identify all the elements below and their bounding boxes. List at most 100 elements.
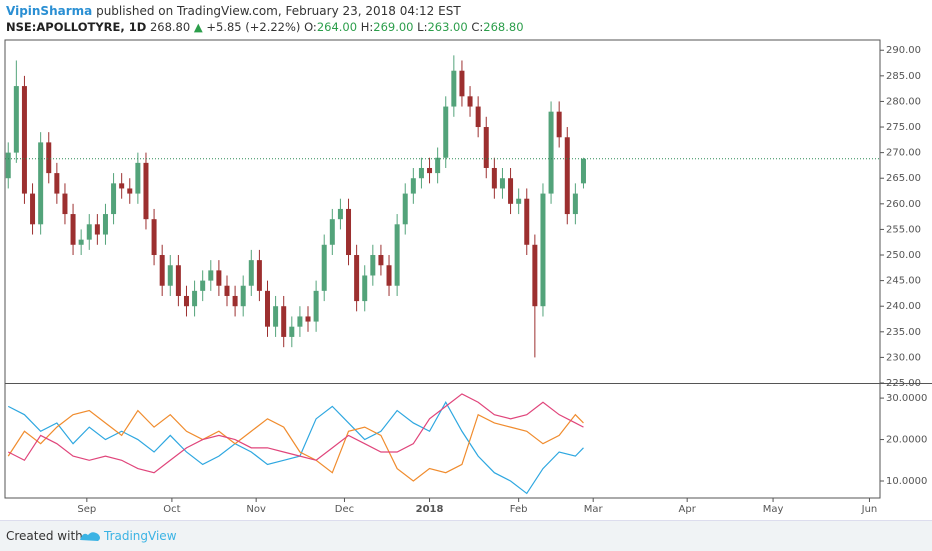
candle-body (30, 193, 36, 225)
candle-body (175, 265, 181, 296)
x-tick-label: Dec (335, 504, 354, 515)
price: 268.80 (149, 20, 191, 34)
y-tick-label: 265.00 (886, 173, 921, 184)
candle-body (62, 193, 68, 215)
x-tick-label: Mar (584, 504, 604, 515)
y-tick-label: 20.0000 (886, 435, 927, 446)
chart-frame (4, 39, 881, 499)
candle-body (548, 111, 554, 194)
candle-body (127, 188, 133, 194)
candle-body (564, 137, 570, 215)
y-tick-label: 260.00 (886, 199, 921, 210)
candle-body (313, 290, 319, 322)
logo (80, 532, 100, 541)
x-tick-label: May (763, 504, 784, 515)
y-tick-label: 225.00 (886, 378, 921, 389)
candle-body (86, 224, 92, 240)
candle-body (216, 270, 222, 286)
candle-body (483, 127, 489, 168)
candle-body (240, 285, 246, 307)
candle-body (208, 270, 214, 281)
y-tick-label: 250.00 (886, 250, 921, 261)
candle-body (265, 290, 270, 327)
candle-body (119, 183, 125, 189)
candle-body (192, 290, 198, 307)
candle-body (46, 142, 52, 174)
candle-body (459, 70, 465, 97)
candle-body (248, 260, 254, 286)
y-tick-label: 275.00 (886, 122, 921, 133)
o-label: O: (304, 20, 317, 34)
chart: 225.00 230.00 235.00 240.00 245.00 250.00 255.… (4, 39, 932, 515)
candle-body (499, 178, 505, 189)
brand[interactable]: TradingView (104, 529, 177, 543)
candle-body (556, 111, 562, 138)
author[interactable]: VipinSharma (6, 4, 93, 18)
candle-body (54, 173, 60, 194)
created-with: Created with (6, 529, 83, 543)
candle-body (475, 106, 481, 128)
x-tick-label: 2018 (416, 504, 444, 515)
y-tick-label: 30.0000 (886, 393, 927, 404)
y-tick-label: 240.00 (886, 301, 921, 312)
candle-body (232, 295, 238, 307)
change: +5.85 (+2.22%) (206, 20, 301, 34)
symbol-line: NSE:APOLLOTYRE, 1D 268.80 ▲ +5.85 (+2.22… (6, 20, 524, 34)
candle-body (346, 208, 352, 256)
x-tick-label: Nov (246, 504, 266, 515)
footer: Created with TradingView (0, 520, 932, 551)
candle-body (143, 162, 149, 220)
l-value: 263.00 (427, 20, 468, 34)
h-value: 269.00 (373, 20, 414, 34)
candle-body (580, 158, 586, 184)
candle-body (321, 244, 327, 291)
candle-body (394, 224, 400, 286)
y-tick-label: 245.00 (886, 276, 921, 287)
candle-body (362, 275, 368, 302)
candle-body (329, 219, 335, 245)
c-label: C: (471, 20, 484, 34)
candle-body (435, 157, 441, 174)
candle-body (540, 193, 546, 307)
candle-body (378, 255, 384, 266)
x-tick-label: Apr (679, 504, 697, 515)
published: published on TradingView.com, February 2… (96, 4, 461, 18)
candle-body (337, 208, 343, 220)
candle-body (491, 167, 497, 189)
candle-body (273, 306, 279, 327)
candle-body (451, 70, 457, 107)
candle-body (370, 255, 376, 276)
candle-body (102, 214, 108, 235)
candle-body (13, 86, 19, 153)
candle-body (111, 183, 117, 215)
x-tick-label: Jun (861, 504, 878, 515)
y-tick-label: 290.00 (886, 45, 921, 56)
x-tick-label: Sep (77, 504, 96, 515)
candle-body (94, 224, 100, 235)
candle-body (281, 306, 287, 337)
y-tick-label: 285.00 (886, 71, 921, 82)
x-tick-label: Feb (510, 504, 528, 515)
arrow: ▲ (193, 20, 203, 34)
candle-body (354, 255, 360, 302)
candle-body (418, 167, 424, 179)
candle-body (159, 255, 165, 286)
candle-body (5, 152, 11, 179)
y-tick-label: 235.00 (886, 327, 921, 338)
y-tick-label: 230.00 (886, 352, 921, 363)
candle-body (386, 265, 392, 286)
symbol: NSE:APOLLOTYRE, 1D (6, 20, 147, 34)
candle-body (224, 285, 230, 296)
candle-body (21, 86, 27, 194)
candle-body (443, 106, 449, 158)
publish-line: VipinSharma published on TradingView.com… (6, 4, 461, 18)
candle-body (78, 239, 84, 245)
candle-body (524, 198, 530, 245)
indicator-line (7, 393, 584, 474)
candle-body (70, 214, 76, 245)
candle-body (572, 193, 578, 215)
candle-body (167, 265, 173, 286)
candle-body (256, 260, 262, 291)
y-tick-label: 270.00 (886, 148, 921, 159)
